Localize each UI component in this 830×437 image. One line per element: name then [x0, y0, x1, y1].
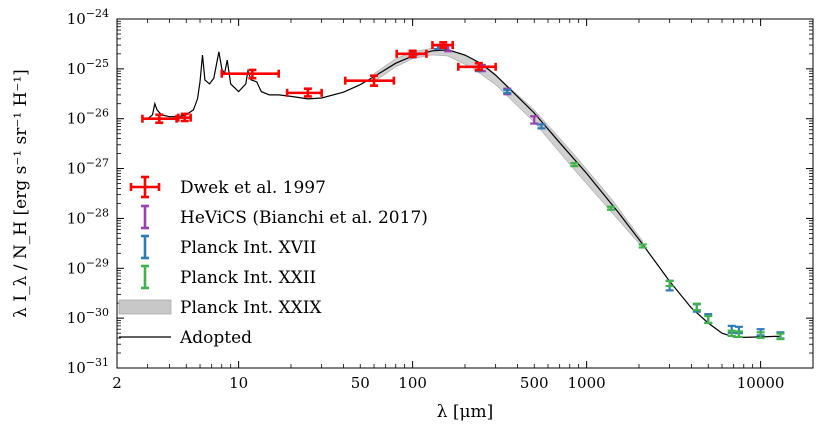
legend-entry: Dwek et al. 1997 [129, 175, 326, 199]
tick-label-layer: 2 10 50 100 500 1000 10000 10−31 10−30 10−29 10−28… [67, 7, 785, 392]
data-point [456, 61, 497, 72]
data-point [176, 112, 192, 123]
adopted-curve [142, 49, 781, 339]
y-tick-label: 10−25 [67, 57, 109, 78]
data-point [727, 329, 736, 338]
legend: Dwek et al. 1997 HeViCS (Bianchi et al. 2… [118, 175, 428, 348]
x-tick-label: 10000 [737, 374, 785, 392]
legend-label: Adopted [179, 328, 252, 348]
data-point [570, 162, 579, 168]
x-tick-label: 10 [229, 374, 248, 392]
y-tick-label: 10−31 [67, 356, 109, 377]
legend-entry: Planck Int. XXII [141, 264, 316, 290]
x-tick-label: 100 [398, 374, 427, 392]
y-axis-label: λ I_λ / N_H [erg s⁻¹ sr⁻¹ H⁻¹] [11, 69, 31, 318]
data-point [638, 243, 647, 249]
tick-layer [116, 18, 814, 369]
legend-entry: Adopted [119, 328, 252, 348]
y-tick-label: 10−29 [67, 256, 109, 277]
x-tick-label: 1000 [568, 374, 606, 392]
legend-entry: Planck Int. XXIX [118, 298, 322, 318]
legend-marker-band [118, 299, 172, 315]
y-tick-label: 10−28 [67, 206, 109, 227]
x-axis-label: λ [μm] [437, 402, 494, 422]
legend-label: Dwek et al. 1997 [180, 178, 326, 198]
series-dwek-et-al-1997 [141, 41, 497, 125]
legend-entry: Planck Int. XVII [141, 234, 316, 260]
data-point [734, 330, 743, 339]
data-point [704, 314, 713, 325]
y-tick-label: 10−24 [67, 7, 109, 28]
points-layer [141, 41, 785, 341]
data-point [776, 332, 785, 341]
x-tick-label: 500 [520, 374, 549, 392]
curve-layer [142, 49, 781, 339]
x-tick-label: 2 [112, 374, 122, 392]
data-point [530, 115, 539, 125]
legend-label: Planck Int. XXII [180, 268, 316, 288]
data-point [395, 49, 428, 59]
data-point [285, 87, 323, 98]
series-planck-int-xxii [570, 162, 785, 341]
data-point [431, 41, 455, 50]
data-point [141, 113, 178, 125]
y-tick-label: 10−26 [67, 107, 109, 128]
data-point [220, 68, 281, 80]
data-point [756, 331, 765, 340]
data-point [503, 88, 512, 95]
data-point [343, 74, 396, 87]
legend-label: HeViCS (Bianchi et al. 2017) [180, 208, 428, 228]
data-point [606, 205, 615, 211]
data-point [537, 123, 546, 130]
data-point [665, 279, 674, 288]
legend-label: Planck Int. XXIX [180, 298, 322, 318]
y-tick-label: 10−30 [67, 306, 109, 327]
y-tick-label: 10−27 [67, 157, 109, 178]
x-tick-label: 50 [351, 374, 370, 392]
data-point [692, 302, 701, 312]
legend-label: Planck Int. XVII [180, 238, 316, 258]
legend-entry: HeViCS (Bianchi et al. 2017) [141, 204, 428, 230]
